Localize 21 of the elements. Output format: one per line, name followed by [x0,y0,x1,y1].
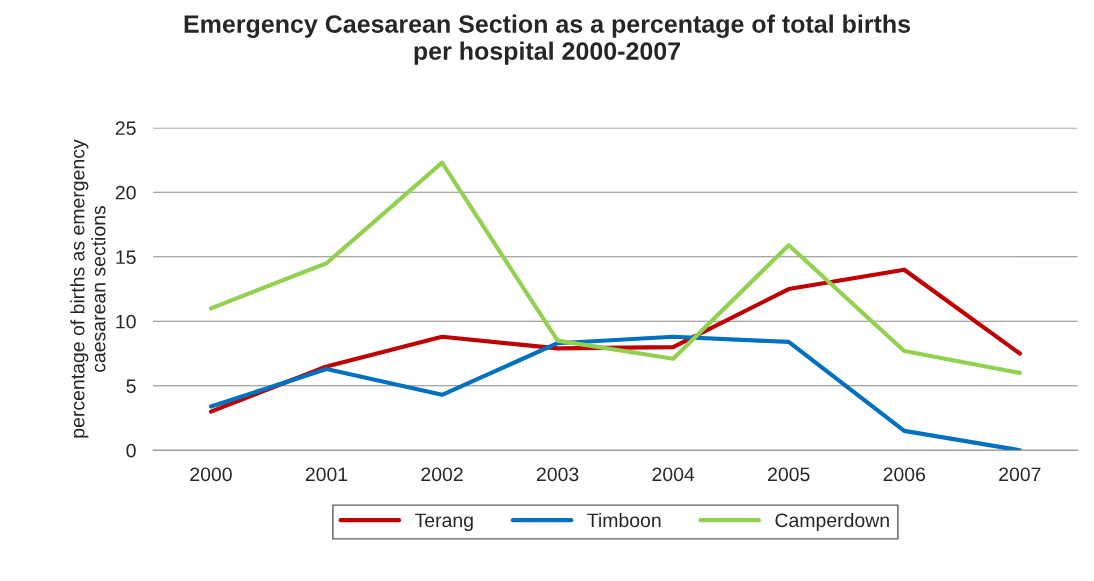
x-tick-label: 2005 [768,467,810,482]
x-tick-label: 2006 [883,467,926,482]
y-tick-label: 15 [116,250,136,265]
line-series [208,334,1022,451]
x-tick-label: 2007 [999,467,1041,482]
x-tick-label: 2003 [536,467,579,482]
y-tick-label: 0 [126,443,136,458]
line-series [208,160,1022,375]
legend-label: Camperdown [775,512,889,532]
x-tick-label: 2002 [421,467,463,482]
y-tick-label: 10 [116,314,136,329]
legend-label: Timboon [587,512,661,528]
x-tick-label: 2004 [652,467,695,482]
x-tick-label: 2001 [305,467,348,482]
x-tick-label: 2000 [190,467,232,482]
y-axis-title: percentage of births as emergency caesarean sections [70,139,106,438]
legend-label: Terang [414,513,473,532]
y-tick-label: 20 [115,185,136,200]
y-tick-label: 5 [126,379,136,394]
y-tick-label: 25 [115,121,136,136]
chart-title: Emergency Caesarean Section as a percentage of total births per hospital 2000-2007 [184,14,911,65]
